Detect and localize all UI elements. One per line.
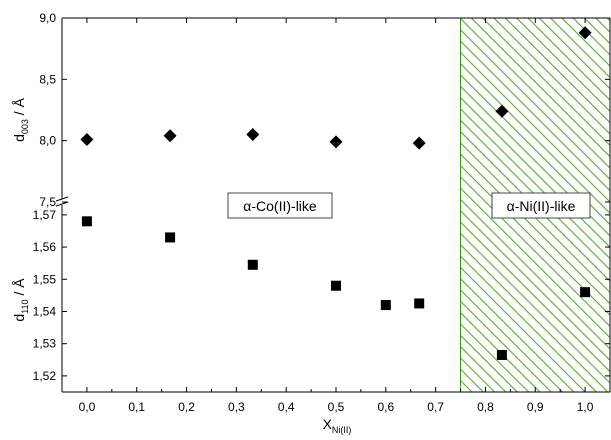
x-tick-label: 0,0 bbox=[79, 400, 96, 414]
xlabel-sub: Ni(II) bbox=[332, 425, 352, 435]
diamond-point bbox=[412, 136, 426, 150]
square-point bbox=[165, 232, 176, 243]
x-tick-label: 0,4 bbox=[278, 400, 295, 414]
square-point bbox=[331, 280, 341, 291]
square-point bbox=[81, 216, 92, 227]
region-label-co: α-Co(II)-like bbox=[227, 192, 333, 219]
diamond-point bbox=[495, 104, 509, 118]
y-tick-label-bottom: 1,55 bbox=[33, 272, 57, 286]
region-label-ni-text: α-Ni(II)-like bbox=[507, 198, 576, 214]
x-tick-label: 0,5 bbox=[328, 400, 345, 414]
data-points bbox=[80, 26, 592, 360]
x-tick-label: 0,3 bbox=[228, 400, 245, 414]
xlabel-main: X bbox=[323, 416, 333, 432]
square-point bbox=[580, 287, 591, 298]
x-axis-title: XNi(II) bbox=[323, 416, 352, 435]
square-point bbox=[414, 298, 425, 309]
region-label-co-text: α-Co(II)-like bbox=[243, 198, 317, 214]
x-tick-label: 0,2 bbox=[178, 400, 195, 414]
y-tick-label-bottom: 1,54 bbox=[33, 304, 57, 318]
y-tick-label-top: 7,5 bbox=[39, 195, 56, 209]
axis-break-mark bbox=[55, 201, 69, 207]
x-tick-label: 0,8 bbox=[477, 400, 494, 414]
ylabel-top-main: d bbox=[11, 134, 27, 142]
axis-break-mark bbox=[55, 196, 69, 202]
y-tick-label-bottom: 1,52 bbox=[33, 369, 57, 383]
y-tick-label-bottom: 1,53 bbox=[33, 337, 57, 351]
diamond-point bbox=[578, 26, 592, 40]
square-point bbox=[380, 300, 391, 311]
y-tick-label-top: 8,5 bbox=[39, 72, 56, 86]
ylabel-bottom-unit: / Å bbox=[11, 278, 27, 300]
x-tick-label: 0,7 bbox=[427, 400, 444, 414]
region-label-ni: α-Ni(II)-like bbox=[491, 192, 591, 219]
y-tick-label-top: 9,0 bbox=[39, 11, 56, 25]
y-tick-label-top: 8,0 bbox=[39, 134, 56, 148]
y-axis-title-d110: d110 / Å bbox=[11, 278, 30, 322]
x-tick-label: 0,6 bbox=[377, 400, 394, 414]
square-point bbox=[496, 349, 507, 360]
x-tick-label: 0,9 bbox=[527, 400, 544, 414]
diamond-point bbox=[246, 128, 260, 142]
tick-labels: 0,0 0,1 0,2 0,3 0,4 0,5 0,6 0,7 0,8 0,9 1,0 7,5 8,0 8… bbox=[33, 11, 594, 414]
diamond-point bbox=[80, 132, 94, 146]
diamond-point bbox=[329, 135, 343, 149]
ylabel-top-sub: 003 bbox=[20, 119, 30, 134]
ylabel-bottom-main: d bbox=[11, 314, 27, 322]
y-tick-label-bottom: 1,56 bbox=[33, 240, 57, 254]
y-tick-label-bottom: 1,57 bbox=[33, 208, 57, 222]
axis-ticks bbox=[62, 17, 610, 392]
diamond-point bbox=[163, 129, 177, 143]
ylabel-bottom-sub: 110 bbox=[20, 299, 30, 313]
x-tick-label: 0,1 bbox=[128, 400, 145, 414]
ylabel-top-unit: / Å bbox=[11, 97, 27, 119]
square-point bbox=[247, 259, 258, 270]
y-axis-title-d003: d003 / Å bbox=[11, 97, 30, 141]
x-tick-label: 1,0 bbox=[577, 400, 594, 414]
